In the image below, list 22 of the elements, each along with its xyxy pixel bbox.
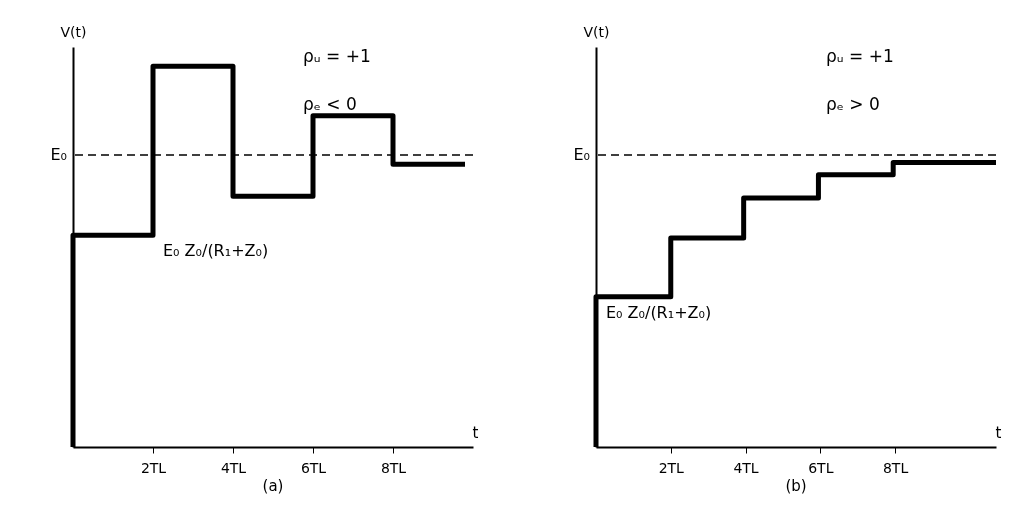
y-axis-title: V(t) — [60, 23, 87, 40]
x-axis-title: t — [472, 423, 479, 442]
ref-line-label: E₀ — [573, 145, 590, 165]
x-tick-label: 2TL — [140, 459, 167, 476]
x-tick-label: 4TL — [220, 459, 247, 476]
x-tick-label: 8TL — [380, 459, 407, 476]
x-tick-label: 6TL — [300, 459, 327, 476]
y-axis-title: V(t) — [583, 23, 610, 40]
x-tick-label: 6TL — [808, 459, 834, 476]
annotation: E₀ Z₀/(R₁+Z₀) — [163, 241, 269, 261]
ref-line-label: E₀ — [50, 145, 67, 165]
text: ρₑ > 0 — [826, 94, 880, 114]
text: ρᵤ = +1 — [303, 46, 371, 66]
annotation: ρₑ < 0 — [303, 94, 357, 114]
x-tick-label: 4TL — [733, 459, 759, 476]
text: (a) — [262, 477, 284, 495]
annotation: E₀ Z₀/(R₁+Z₀) — [606, 302, 712, 322]
x-axis-title: t — [995, 423, 1002, 442]
text: (b) — [785, 477, 807, 495]
x-tick-label: 8TL — [882, 459, 909, 476]
x-tick-label: 2TL — [658, 459, 685, 476]
text: ρᵤ = +1 — [826, 46, 894, 66]
